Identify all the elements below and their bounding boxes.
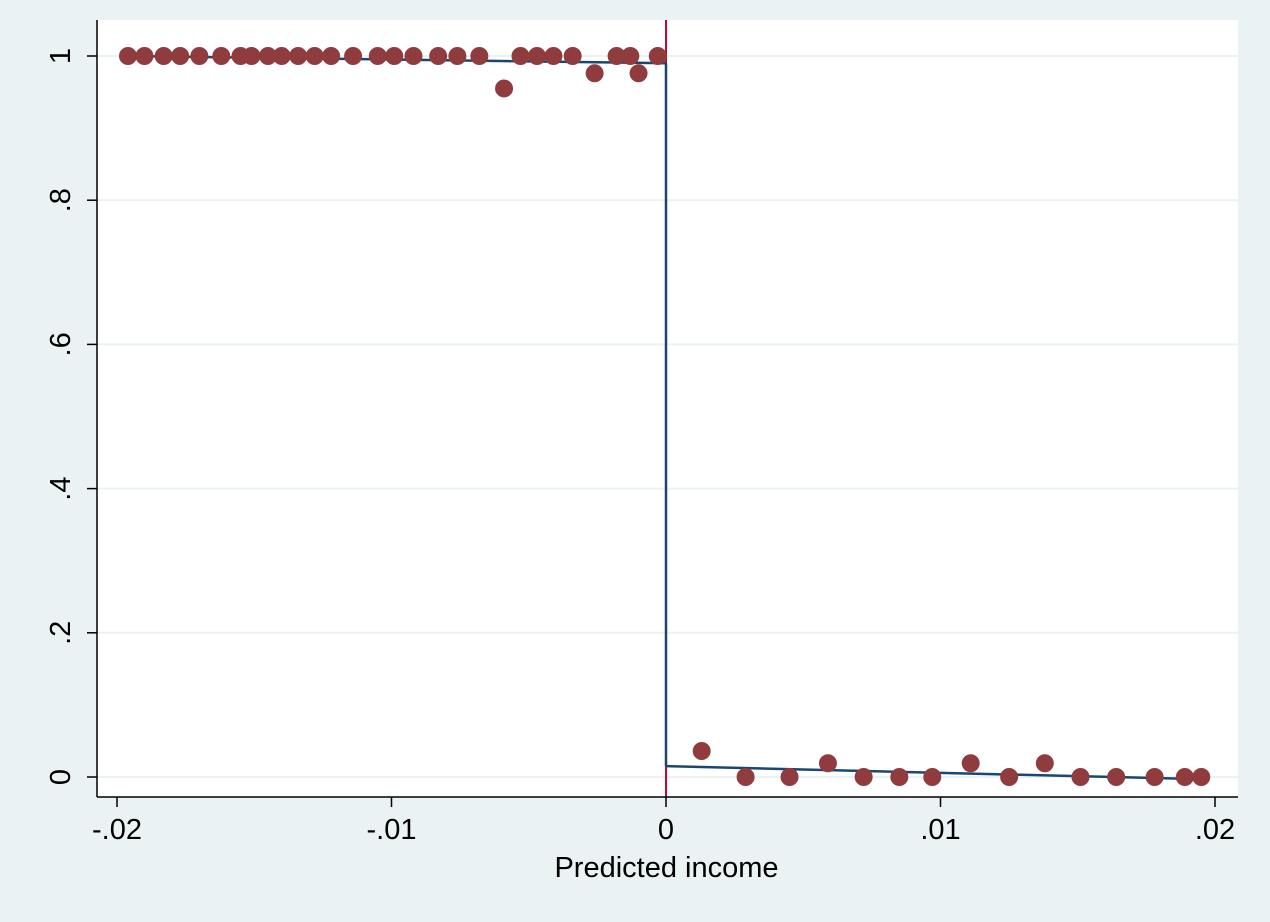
x-tick-label: 0 <box>658 814 674 846</box>
x-tick-label: .01 <box>920 814 960 846</box>
data-point <box>648 47 667 65</box>
data-point <box>1071 768 1090 786</box>
data-point <box>923 768 942 786</box>
data-point <box>621 47 640 65</box>
data-point <box>368 47 387 65</box>
data-point <box>118 47 137 65</box>
y-tick-label: 0 <box>45 769 77 785</box>
y-tick-label: 1 <box>45 48 77 64</box>
data-point <box>585 64 604 83</box>
data-point <box>322 47 341 65</box>
y-tick-label: .8 <box>45 188 77 212</box>
plot-area <box>97 20 1238 797</box>
y-tick-label: .6 <box>45 332 77 356</box>
x-tick-label: .02 <box>1195 814 1235 846</box>
x-tick-label: -.02 <box>92 814 142 846</box>
y-axis-ticks: 0 .2 .4 .6 .8 1 <box>45 48 97 785</box>
x-tick-label: -.01 <box>367 814 417 846</box>
data-point <box>736 768 755 786</box>
data-point <box>544 47 563 65</box>
data-point <box>305 47 324 65</box>
data-point <box>448 47 467 65</box>
data-point <box>692 742 711 761</box>
data-point <box>1175 768 1194 786</box>
data-point <box>135 47 154 65</box>
data-point <box>961 754 980 773</box>
data-point <box>818 754 837 773</box>
data-point <box>272 47 291 65</box>
data-point <box>511 47 530 65</box>
x-axis-ticks: -.02 -.01 0 .01 .02 <box>92 797 1235 846</box>
data-point <box>470 47 489 65</box>
grid-lines <box>97 55 1238 778</box>
data-point <box>212 47 231 65</box>
data-points <box>118 47 1211 786</box>
data-point <box>190 47 209 65</box>
x-axis-title: Predicted income <box>554 852 778 884</box>
data-point <box>344 47 363 65</box>
data-point <box>890 768 909 786</box>
data-point <box>854 768 873 786</box>
data-point <box>629 64 648 83</box>
data-point <box>1192 768 1211 786</box>
y-tick-label: .2 <box>45 621 77 645</box>
data-point <box>171 47 190 65</box>
y-tick-label: .4 <box>45 477 77 501</box>
data-point <box>1107 768 1126 786</box>
data-point <box>429 47 448 65</box>
data-point <box>1145 768 1164 786</box>
data-point <box>385 47 404 65</box>
data-point <box>154 47 173 65</box>
data-point <box>1035 754 1054 773</box>
data-point <box>242 47 261 65</box>
data-point <box>1000 768 1019 786</box>
data-point <box>563 47 582 65</box>
data-point <box>404 47 423 65</box>
data-point <box>780 768 799 786</box>
data-point <box>527 47 546 65</box>
data-point <box>495 79 514 98</box>
axes <box>96 20 1238 798</box>
data-point <box>289 47 308 65</box>
